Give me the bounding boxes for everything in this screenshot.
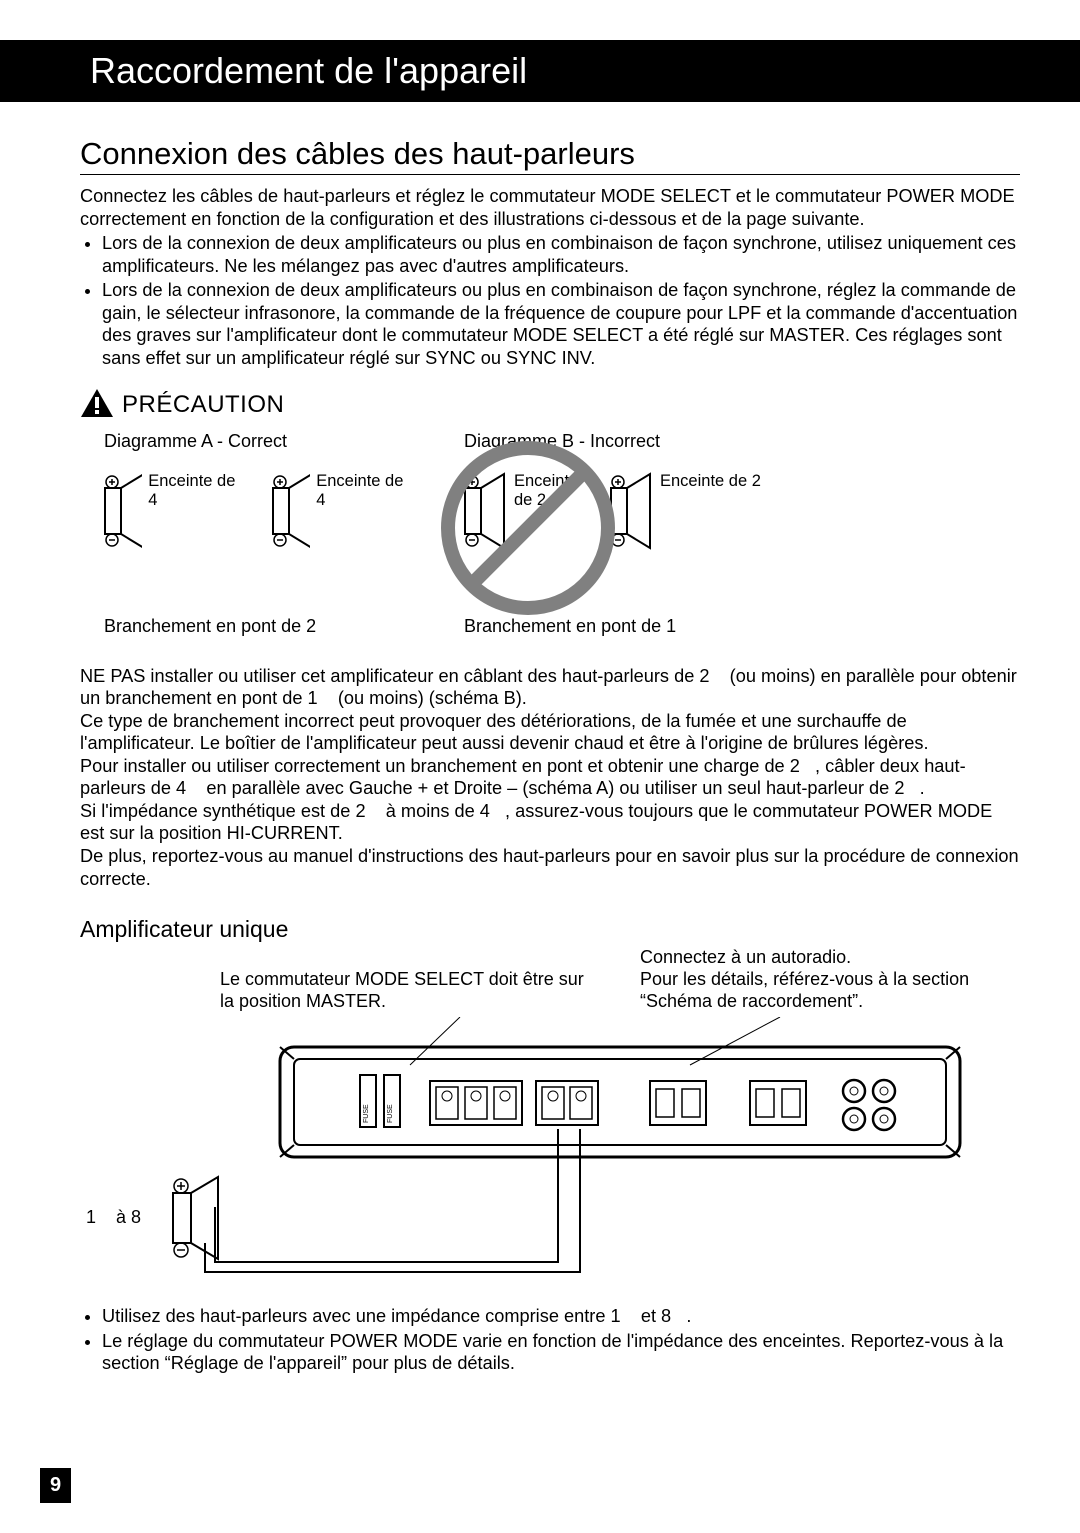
single-amp-heading: Amplificateur unique xyxy=(80,916,1020,943)
diagram-b-bridge: Branchement en pont de 1 xyxy=(464,616,764,637)
diagram-b-speaker-2: Enceinte de 2 xyxy=(610,472,761,550)
diagram-a-bridge: Branchement en pont de 2 xyxy=(104,616,404,637)
speaker-icon xyxy=(464,472,508,550)
warning-icon xyxy=(80,388,114,423)
intro-bullet-2: Lors de la connexion de deux amplificate… xyxy=(102,279,1020,369)
speaker-icon xyxy=(104,472,142,550)
page-number: 9 xyxy=(40,1468,71,1503)
intro-bullet-1: Lors de la connexion de deux amplificate… xyxy=(102,232,1020,277)
section-heading: Connexion des câbles des haut-parleurs xyxy=(80,136,1020,172)
diagram-b-speaker-1: Enceinte de 2 xyxy=(464,472,574,550)
warning-paragraph: NE PAS installer ou utiliser cet amplifi… xyxy=(80,665,1020,891)
svg-text:FUSE: FUSE xyxy=(363,1104,370,1123)
final-bullet-1: Utilisez des haut-parleurs avec une impé… xyxy=(102,1305,1020,1328)
amp-diagram-svg: FUSE FUSE xyxy=(80,1017,1020,1297)
precaution-row: PRÉCAUTION xyxy=(80,388,1020,423)
diagram-a-speaker-2-label: Enceinte de 4 xyxy=(316,472,404,512)
diagram-b-speakers: Enceinte de 2 Enceinte de 2 xyxy=(464,472,764,592)
speaker-icon xyxy=(610,472,654,550)
diagram-b-title: Diagramme B - Incorrect xyxy=(464,431,764,452)
diagram-b-speaker-1-label: Enceinte de 2 xyxy=(514,472,574,512)
diagram-b-speaker-2-label: Enceinte de 2 xyxy=(660,472,761,492)
precaution-label: PRÉCAUTION xyxy=(122,391,284,419)
diagram-a: Diagramme A - Correct Enceinte de 4 xyxy=(104,431,404,637)
note-autoradio: Connectez à un autoradio. Pour les détai… xyxy=(640,947,1020,1013)
diagram-b: Diagramme B - Incorrect xyxy=(464,431,764,637)
amp-figure: 1 à 8 FUSE FUSE xyxy=(80,1017,1020,1297)
final-bullet-list: Utilisez des haut-parleurs avec une impé… xyxy=(80,1305,1020,1375)
title-bar-text: Raccordement de l'appareil xyxy=(90,50,527,91)
final-bullet-2: Le réglage du commutateur POWER MODE var… xyxy=(102,1330,1020,1375)
heading-rule xyxy=(80,174,1020,175)
note-mode-select: Le commutateur MODE SELECT doit être sur… xyxy=(220,969,590,1013)
intro-paragraph: Connectez les câbles de haut-parleurs et… xyxy=(80,185,1020,230)
diagram-a-speaker-2: Enceinte de 4 xyxy=(272,472,404,550)
intro-bullet-list: Lors de la connexion de deux amplificate… xyxy=(80,232,1020,369)
title-bar: Raccordement de l'appareil xyxy=(0,40,1080,102)
amp-notes-row: Le commutateur MODE SELECT doit être sur… xyxy=(220,947,1020,1013)
diagram-a-speaker-1: Enceinte de 4 xyxy=(104,472,236,550)
speaker-icon xyxy=(272,472,310,550)
diagram-row: Diagramme A - Correct Enceinte de 4 xyxy=(104,431,1020,637)
diagram-a-speakers: Enceinte de 4 Enceinte de 4 xyxy=(104,472,404,592)
diagram-a-title: Diagramme A - Correct xyxy=(104,431,404,452)
svg-text:FUSE: FUSE xyxy=(387,1104,394,1123)
diagram-a-speaker-1-label: Enceinte de 4 xyxy=(148,472,236,512)
